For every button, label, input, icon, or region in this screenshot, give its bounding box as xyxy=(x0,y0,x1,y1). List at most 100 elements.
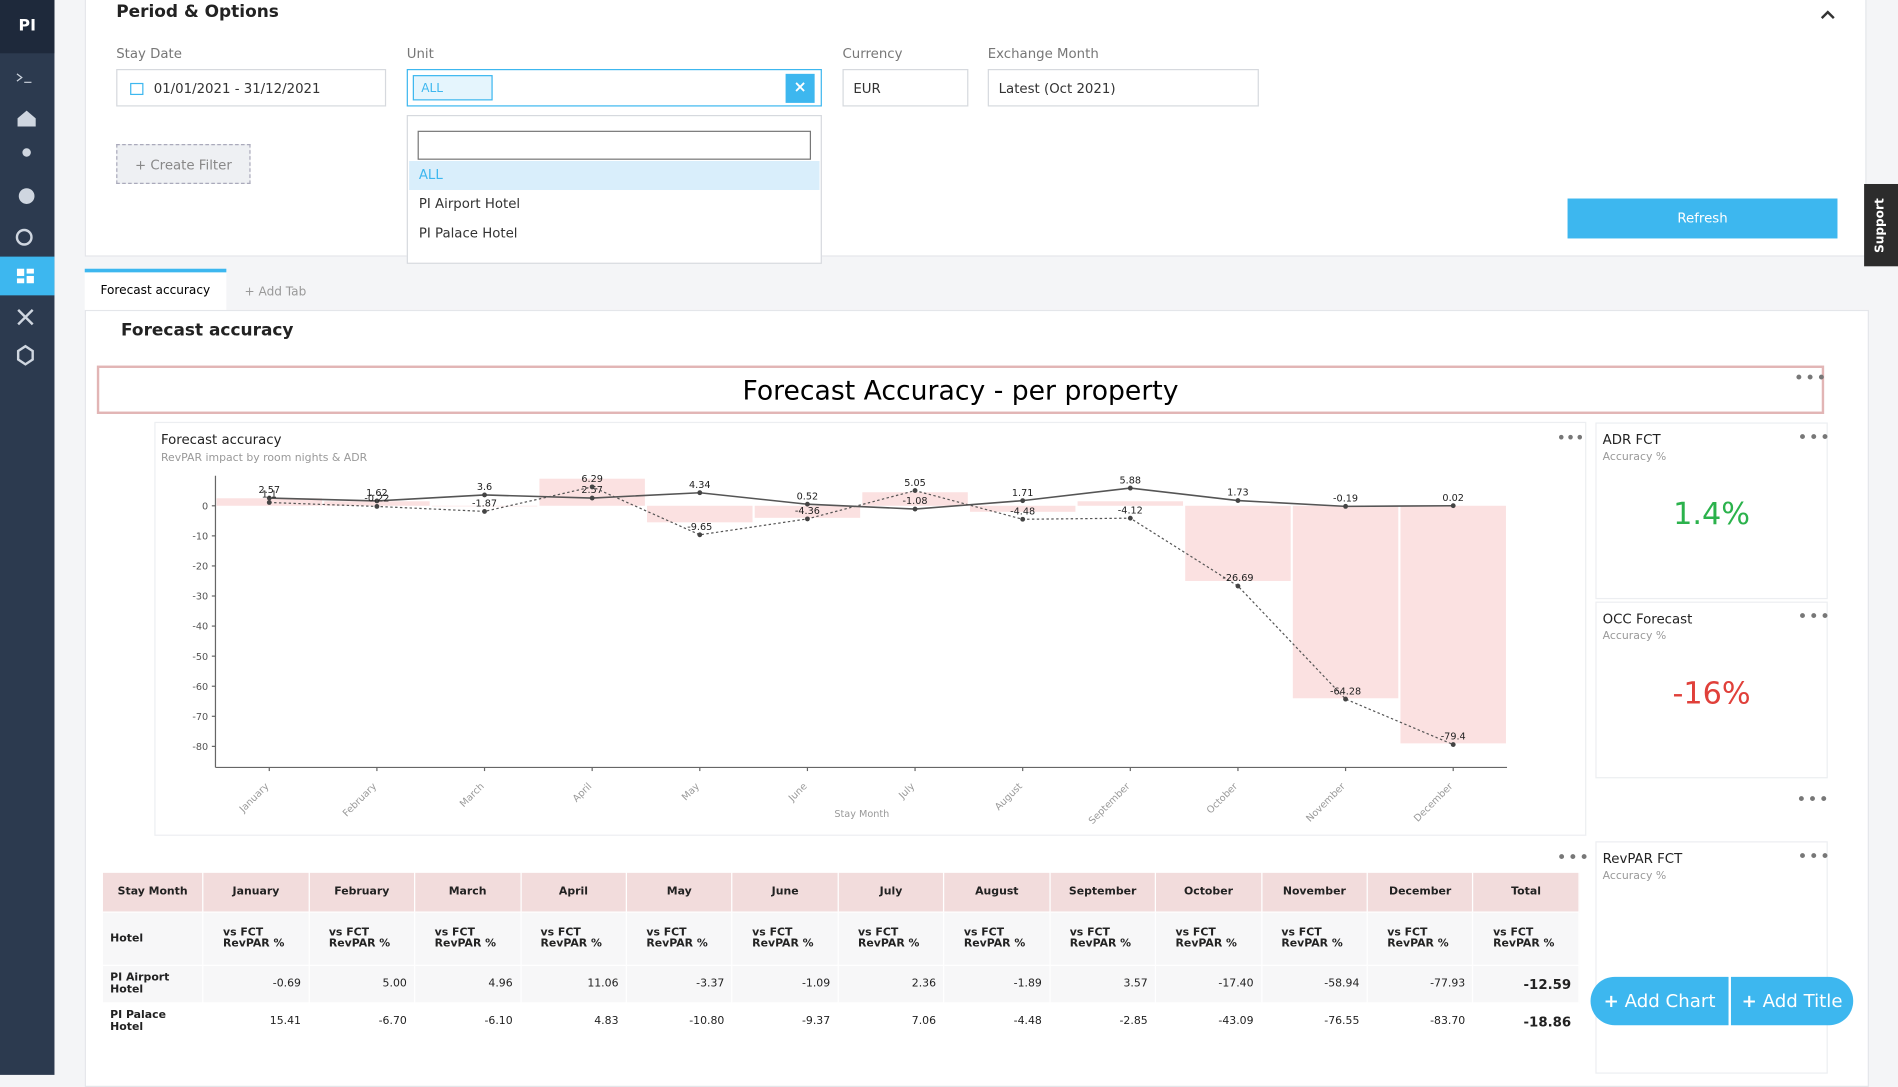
data-label: 0.52 xyxy=(797,491,819,502)
column-header: February xyxy=(308,871,416,913)
column-header: Total xyxy=(1472,871,1580,913)
point xyxy=(1450,742,1456,747)
measure-header: vs FCT RevPAR % xyxy=(202,911,310,966)
bar xyxy=(324,501,430,506)
value-cell: -6.70 xyxy=(308,1002,416,1041)
add-title[interactable]: + Add Title xyxy=(1730,976,1854,1026)
button-label: Add Title xyxy=(1762,990,1843,1012)
search-input[interactable] xyxy=(417,130,812,160)
point xyxy=(1020,498,1026,504)
measure-header: vs FCT RevPAR % xyxy=(625,911,733,966)
value-cell: -1.89 xyxy=(943,964,1051,1004)
chip[interactable]: ALL xyxy=(412,75,493,101)
measure-row: Hotel vs FCT RevPAR % vs FCT RevPAR % vs FC… xyxy=(101,911,1580,966)
point xyxy=(1020,516,1026,522)
database-icon[interactable] xyxy=(18,188,35,204)
box-icon[interactable] xyxy=(16,344,34,366)
row-header: Hotel xyxy=(101,911,204,966)
menu[interactable]: ••• xyxy=(1797,607,1832,628)
g-icon[interactable] xyxy=(15,228,33,246)
console-icon[interactable] xyxy=(16,73,32,83)
value-cell: -12.59 xyxy=(1472,964,1580,1004)
point xyxy=(374,504,380,509)
data-label: -9.65 xyxy=(687,522,712,533)
dropdown-option[interactable]: PI Airport Hotel xyxy=(409,190,820,220)
dropdown-option[interactable]: ALL xyxy=(409,160,820,191)
value-cell: 7.06 xyxy=(837,1002,945,1041)
value-cell: -58.94 xyxy=(1260,964,1368,1004)
label: Unit xyxy=(406,45,434,62)
clear-button[interactable]: × xyxy=(785,73,815,103)
point xyxy=(697,532,703,538)
value-cell: -4.48 xyxy=(943,1002,1051,1041)
data-label: -0.22 xyxy=(364,494,389,505)
menu[interactable]: ••• xyxy=(1796,790,1830,810)
value-cell: -18.86 xyxy=(1472,1002,1580,1041)
dropdown-option[interactable]: PI Palace Hotel xyxy=(409,219,820,249)
currency-select[interactable]: EUR xyxy=(842,68,969,107)
value-cell: -9.37 xyxy=(731,1002,839,1041)
line xyxy=(269,487,1454,510)
y-tick-label: -10 xyxy=(192,531,208,542)
value-cell: -77.93 xyxy=(1366,964,1474,1004)
y-tick-label: 0 xyxy=(202,501,208,512)
point xyxy=(1343,696,1348,702)
measure-header: vs FCT RevPAR % xyxy=(1154,911,1263,966)
measure-header: vs FCT RevPAR % xyxy=(731,911,839,966)
measure-header: vs FCT RevPAR % xyxy=(837,911,945,966)
data-label: 5.88 xyxy=(1120,475,1142,486)
menu[interactable]: ••• xyxy=(1556,848,1591,868)
add-chart[interactable]: + Add Chart xyxy=(1590,976,1729,1026)
data-label: -1.87 xyxy=(472,499,497,510)
label: Stay Date xyxy=(116,45,182,62)
create-filter[interactable]: + Create Filter xyxy=(116,144,251,184)
measure-header: vs FCT RevPAR % xyxy=(519,911,627,966)
point xyxy=(589,495,595,501)
date-field[interactable]: 01/01/2021 - 31/12/2021 xyxy=(116,68,387,107)
home-icon[interactable] xyxy=(17,110,36,127)
value-cell: 5.00 xyxy=(308,964,416,1004)
bar xyxy=(969,505,1076,512)
data-label: -1.08 xyxy=(903,496,928,507)
value-cell: -76.55 xyxy=(1260,1002,1368,1041)
menu[interactable]: ••• xyxy=(1797,847,1832,867)
value-cell: 4.83 xyxy=(519,1002,627,1041)
data-label: 1.62 xyxy=(366,488,388,499)
sidebar: PI xyxy=(0,0,55,1075)
menu[interactable]: ••• xyxy=(1793,369,1828,389)
section-title: Forecast accuracy xyxy=(121,320,294,341)
tab[interactable]: Forecast accuracy xyxy=(84,268,227,310)
collapse[interactable] xyxy=(1819,6,1836,23)
refresh-button[interactable]: Refresh xyxy=(1567,198,1838,239)
add-tab[interactable]: + Add Tab xyxy=(244,285,307,299)
data-label: -4.12 xyxy=(1118,505,1143,516)
y-tick-label: -20 xyxy=(192,562,208,573)
point xyxy=(1235,498,1241,504)
menu[interactable]: ••• xyxy=(1797,428,1832,448)
value-cell: 2.36 xyxy=(837,964,945,1004)
point xyxy=(912,506,918,512)
data-label: -4.48 xyxy=(1010,506,1035,517)
measure-header: vs FCT RevPAR % xyxy=(414,911,522,966)
tools-icon[interactable] xyxy=(17,309,34,326)
point xyxy=(1127,485,1133,491)
menu[interactable]: ••• xyxy=(1557,428,1585,447)
data-label: -79.4 xyxy=(1441,732,1466,743)
logo[interactable]: PI xyxy=(0,0,55,54)
kpi-card: RevPAR FCT Accuracy % ••• xyxy=(1595,841,1830,1074)
label: Exchange Month xyxy=(987,45,1099,62)
value-cell: -2.85 xyxy=(1049,1002,1157,1041)
exchange-select[interactable]: Latest (Oct 2021) xyxy=(987,68,1259,107)
kpi-title: RevPAR FCT xyxy=(1602,850,1683,867)
chart-subtitle: RevPAR impact by room nights & ADR xyxy=(161,451,368,464)
column-header: April xyxy=(519,871,627,913)
value-cell: -0.69 xyxy=(202,964,310,1004)
y-tick-label: -80 xyxy=(192,742,208,753)
org-icon[interactable] xyxy=(22,148,31,157)
column-header: December xyxy=(1366,871,1474,913)
point xyxy=(1127,515,1133,521)
kpi-card: ADR FCT Accuracy % ••• 1.4% xyxy=(1595,422,1830,600)
hotel-cell: PI Airport Hotel xyxy=(101,964,204,1004)
data-label: -26.69 xyxy=(1222,573,1253,584)
